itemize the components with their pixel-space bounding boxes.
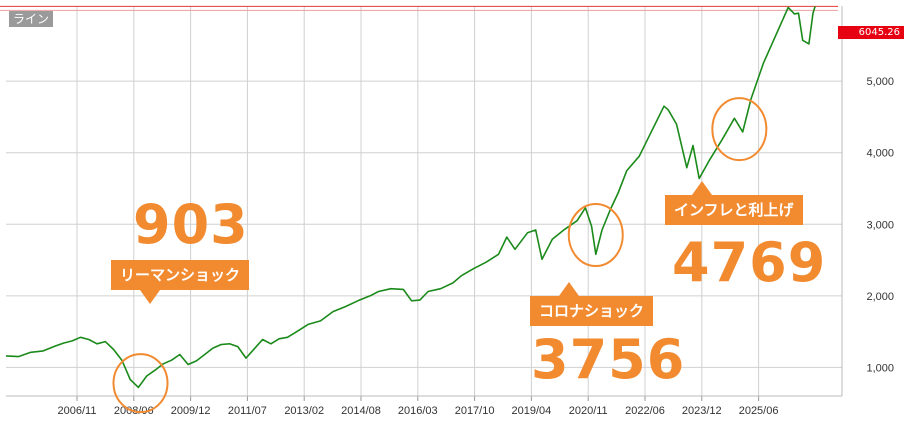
x-tick-label: 2023/12: [682, 405, 722, 417]
y-tick-label: 4,000: [866, 148, 894, 160]
x-tick-label: 2020/11: [569, 405, 608, 417]
x-tick-label: 2022/06: [625, 405, 665, 417]
x-tick-label: 2013/02: [284, 405, 324, 417]
callout-corona: コロナショック: [530, 282, 654, 326]
annotation-number-inflation: 4769: [672, 231, 827, 294]
highlight-circles: [112, 97, 768, 414]
x-tick-label: 2019/04: [512, 405, 552, 417]
highlight-circle: [112, 353, 169, 414]
y-tick-label: 2,000: [866, 291, 894, 303]
y-axis: 1,000 2,000 3,000 4,000 5,000: [841, 6, 894, 396]
x-tick-label: 2014/08: [341, 405, 381, 417]
callout-lehman-label: リーマンショック: [120, 266, 241, 284]
y-tick-label: 1,000: [866, 362, 894, 374]
x-tick-label: 2017/10: [455, 405, 495, 417]
x-tick-label: 2025/06: [739, 405, 779, 417]
x-tick-label: 2011/07: [228, 405, 267, 417]
annotation-number-corona: 3756: [531, 328, 686, 391]
x-tick-label: 2016/03: [398, 405, 438, 417]
callout-corona-label: コロナショック: [539, 302, 645, 320]
callout-inflation-label: インフレと利上げ: [674, 201, 794, 219]
x-axis: 2006/11 2008/06 2009/12 2011/07 2013/02 2014/…: [6, 395, 842, 417]
callout-pointer: [692, 181, 712, 195]
callout-lehman: リーマンショック: [111, 260, 250, 304]
x-tick-label: 2009/12: [171, 405, 211, 417]
y-tick-label: 5,000: [866, 76, 894, 88]
highlight-circle: [711, 97, 768, 162]
callout-pointer: [140, 290, 160, 304]
highlight-circle: [567, 202, 624, 267]
callout-pointer: [559, 282, 579, 296]
price-line: [5, 6, 816, 389]
series-label: ライン: [9, 11, 54, 27]
last-value-badge: 6045.26: [838, 26, 904, 39]
y-tick-label: 3,000: [866, 219, 894, 231]
x-tick-label: 2006/11: [58, 405, 97, 417]
callout-inflation: インフレと利上げ: [665, 181, 803, 225]
annotation-number-lehman: 903: [133, 193, 249, 256]
